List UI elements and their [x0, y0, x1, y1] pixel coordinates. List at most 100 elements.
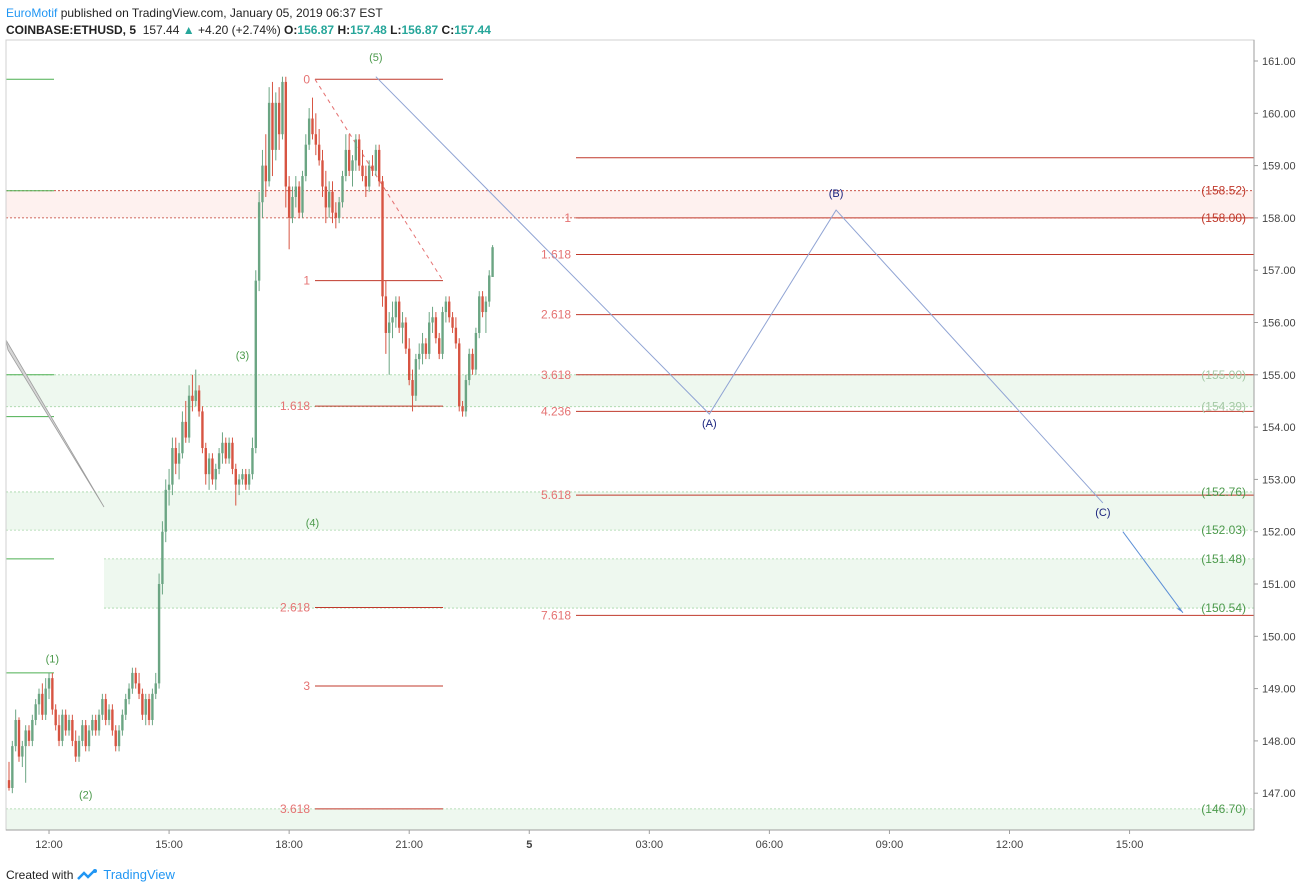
fib-left-label: 0: [303, 72, 310, 86]
candle-body: [161, 531, 164, 584]
close-label: C:: [441, 23, 455, 37]
candle-body: [304, 144, 308, 177]
time-tick-label: 18:00: [275, 839, 303, 851]
candle-body: [337, 202, 341, 218]
price-zone: [6, 374, 1254, 407]
candle-body: [14, 719, 17, 747]
candle-body: [137, 683, 141, 694]
candle-body: [74, 740, 77, 757]
candle-body: [441, 312, 444, 354]
wave-label: (C): [1095, 507, 1110, 519]
candle-body: [344, 149, 348, 177]
level-price-label: (158.00): [1201, 211, 1246, 225]
wave-label: (2): [79, 789, 92, 801]
price-tick-label: 153.00: [1262, 474, 1296, 486]
candle-body: [44, 688, 47, 715]
low-value: 156.87: [401, 23, 439, 37]
candle-body: [307, 118, 311, 145]
candle-body: [317, 144, 321, 161]
candle-body: [91, 719, 94, 731]
candle-body: [51, 678, 54, 710]
candle-body: [234, 468, 237, 485]
candle-body: [27, 730, 31, 741]
candle-body: [24, 730, 27, 747]
up-triangle-icon: ▲: [182, 23, 195, 37]
candle-body: [61, 714, 64, 741]
candle-body: [404, 322, 408, 349]
candle-body: [194, 390, 197, 401]
price-tick-label: 148.00: [1262, 736, 1296, 748]
fib-left-label: 3: [303, 679, 310, 693]
candle-body: [134, 672, 137, 684]
candle-body: [428, 322, 431, 354]
candle-body: [111, 709, 114, 731]
candle-body: [214, 468, 217, 480]
symbol-info-line: COINBASE:ETHUSD, 5 157.44 ▲ +4.20 (+2.74…: [6, 21, 491, 39]
candle-body: [34, 704, 37, 720]
candle-body: [458, 343, 461, 407]
candle-body: [377, 149, 381, 182]
candle-body: [251, 448, 254, 475]
price-change: +4.20 (+2.74%): [197, 23, 281, 37]
price-zone: [6, 190, 1254, 218]
candle-body: [488, 275, 491, 302]
candle-body: [354, 139, 358, 161]
candle-body: [481, 296, 484, 313]
candle-body: [444, 301, 448, 313]
candle-body: [284, 81, 288, 187]
fib-left-label: 1: [303, 274, 310, 288]
candle-body: [87, 730, 91, 747]
candle-body: [84, 725, 87, 747]
candle-body: [291, 196, 294, 218]
wave-label: (A): [702, 418, 717, 430]
candle-body: [191, 395, 194, 401]
candle-body: [151, 693, 154, 720]
price-tick-label: 156.00: [1262, 318, 1296, 330]
fib-left-label: 2.618: [280, 601, 310, 615]
time-tick-label: 09:00: [876, 839, 904, 851]
candle-body: [147, 699, 151, 720]
candle-body: [154, 683, 157, 694]
candle-body: [37, 693, 41, 705]
candle-body: [331, 191, 334, 213]
candle-body: [448, 301, 451, 318]
plot-frame: [5, 39, 1255, 831]
author-link[interactable]: EuroMotif: [6, 6, 58, 20]
candle-body: [181, 421, 184, 454]
tradingview-logo-icon: [77, 869, 98, 880]
candle-body: [184, 421, 187, 438]
candle-body: [217, 453, 221, 469]
candle-body: [301, 176, 304, 213]
candle-body: [394, 301, 398, 318]
candle-body: [177, 453, 181, 464]
price-tick-label: 159.00: [1262, 161, 1296, 173]
candle-body: [277, 102, 281, 135]
last-price: 157.44: [142, 23, 180, 37]
high-value: 157.48: [350, 23, 387, 37]
candle-body: [107, 709, 111, 720]
candle-body: [244, 474, 247, 485]
candle-body: [327, 191, 331, 208]
candle-body: [334, 212, 338, 218]
candle-body: [454, 327, 458, 344]
wave-label: (4): [306, 517, 319, 529]
candle-body: [247, 474, 251, 485]
candle-body: [274, 102, 277, 150]
published-text: published on TradingView.com, January 05…: [60, 6, 383, 20]
candle-body: [11, 746, 14, 788]
tradingview-brand[interactable]: TradingView: [103, 867, 175, 882]
candle-body: [324, 186, 328, 208]
candle-body: [224, 442, 227, 459]
price-tick-label: 150.00: [1262, 631, 1296, 643]
candle-body: [164, 489, 167, 532]
candle-body: [7, 780, 11, 788]
candle-body: [264, 165, 267, 182]
candle-body: [201, 411, 204, 449]
candle-body: [131, 672, 134, 689]
price-tick-label: 154.00: [1262, 422, 1296, 434]
candle-body: [297, 186, 301, 213]
candle-body: [351, 160, 354, 171]
candle-body: [484, 301, 488, 313]
candle-body: [384, 296, 388, 333]
